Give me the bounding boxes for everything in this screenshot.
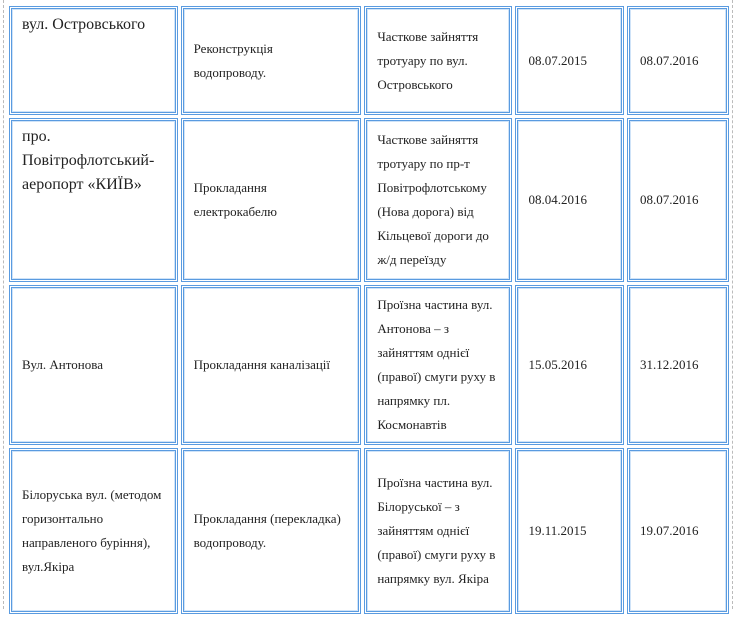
area-cell: Проїзна частина вул. Білоруської – з зай… bbox=[364, 448, 513, 614]
street-cell: про. Повітрофлотський-аеропорт «КИЇВ» bbox=[9, 118, 178, 282]
page-container: вул. Островського Реконструкція водопров… bbox=[3, 0, 733, 614]
table-row: Білоруська вул. (методом горизонтально н… bbox=[9, 448, 729, 614]
street-cell: вул. Островського bbox=[9, 6, 178, 115]
end-date-cell: 19.07.2016 bbox=[626, 448, 729, 614]
roadworks-table: вул. Островського Реконструкція водопров… bbox=[6, 3, 732, 617]
area-cell: Часткове зайняття тротуару по вул. Остро… bbox=[364, 6, 513, 115]
start-date-cell: 19.11.2015 bbox=[515, 448, 624, 614]
start-date-cell: 08.07.2015 bbox=[515, 6, 624, 115]
street-cell: Вул. Антонова bbox=[9, 285, 178, 445]
table-row: про. Повітрофлотський-аеропорт «КИЇВ» Пр… bbox=[9, 118, 729, 282]
start-date-cell: 15.05.2016 bbox=[515, 285, 624, 445]
table-row: вул. Островського Реконструкція водопров… bbox=[9, 6, 729, 115]
area-cell: Проїзна частина вул. Антонова – з зайнят… bbox=[364, 285, 513, 445]
start-date-cell: 08.04.2016 bbox=[515, 118, 624, 282]
area-cell: Часткове зайняття тротуару по пр-т Повіт… bbox=[364, 118, 513, 282]
table-row: Вул. Антонова Прокладання каналізації Пр… bbox=[9, 285, 729, 445]
work-cell: Реконструкція водопроводу. bbox=[180, 6, 362, 115]
street-cell: Білоруська вул. (методом горизонтально н… bbox=[9, 448, 178, 614]
work-cell: Прокладання електрокабелю bbox=[180, 118, 362, 282]
end-date-cell: 08.07.2016 bbox=[626, 6, 729, 115]
work-cell: Прокладання каналізації bbox=[180, 285, 362, 445]
end-date-cell: 31.12.2016 bbox=[626, 285, 729, 445]
end-date-cell: 08.07.2016 bbox=[626, 118, 729, 282]
work-cell: Прокладання (перекладка) водопроводу. bbox=[180, 448, 362, 614]
